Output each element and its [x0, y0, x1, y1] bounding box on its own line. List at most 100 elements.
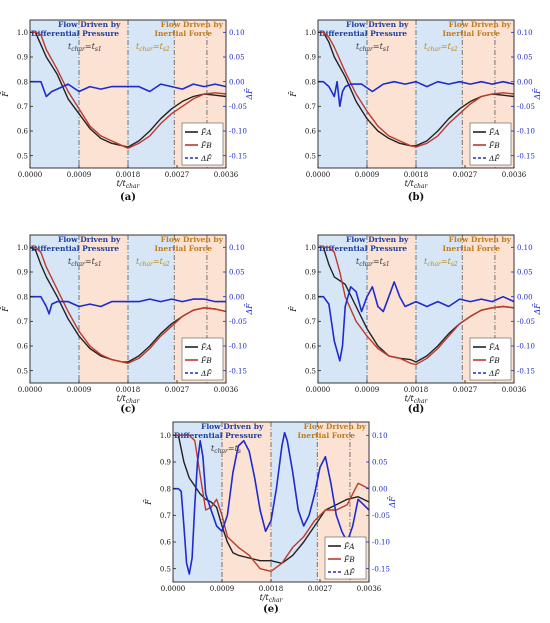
right-tick-label: -0.15	[517, 152, 535, 160]
char-time-label: tchar=ts1	[68, 42, 102, 53]
char-time-label: tchar=ts2	[424, 257, 458, 268]
char-time-sub: char	[214, 448, 229, 455]
char-time-eq: =t	[153, 257, 164, 266]
legend-label: F̄A	[200, 128, 212, 137]
x-tick-label: 0.0018	[404, 386, 429, 394]
legend-box	[181, 122, 224, 166]
char-time-t: t	[68, 257, 72, 266]
legend-label: F̄A	[343, 542, 355, 551]
right-tick-label: -0.15	[229, 152, 247, 160]
series-line-fb	[173, 434, 370, 572]
x-axis-label-main: t/t	[117, 179, 127, 188]
series-line-delta	[173, 431, 370, 575]
x-axis-label-main: t/t	[117, 394, 127, 403]
right-tick-label: -0.05	[517, 318, 535, 326]
x-axis-label: t/tchar	[405, 394, 429, 405]
left-axis-label: F̄	[1, 91, 10, 98]
region-right-label-2: Inertial Force	[297, 431, 355, 440]
x-tick-label: 0.0027	[453, 171, 478, 179]
legend-box	[324, 536, 367, 580]
region-left-label-2: Differential Pressure	[31, 29, 119, 38]
x-tick-label: 0.0018	[116, 386, 141, 394]
char-time-sub2: s1	[383, 46, 390, 53]
region-left-label-2: Differential Pressure	[319, 29, 407, 38]
x-tick-label: 0.0036	[214, 386, 239, 394]
legend-label: F̄A	[200, 343, 212, 352]
x-axis-label-sub: char	[126, 183, 141, 190]
char-time-label: tchar=ts1	[356, 257, 390, 268]
char-time-sub: char	[139, 46, 154, 53]
left-tick-label: 1.0	[17, 29, 28, 37]
x-tick-label: 0.0000	[18, 171, 43, 179]
char-time-eq: =t	[441, 257, 452, 266]
right-tick-label: 0.00	[517, 293, 533, 301]
legend-label: ΔF̄	[488, 154, 500, 163]
left-tick-label: 0.8	[17, 293, 28, 301]
left-tick-label: 0.9	[160, 459, 171, 467]
legend-label: F̄A	[488, 343, 500, 352]
x-tick-label: 0.0036	[502, 386, 527, 394]
char-time-t: t	[356, 42, 360, 51]
x-axis-label: t/tchar	[117, 179, 141, 190]
right-tick-label: 0.05	[229, 54, 245, 62]
legend-box	[469, 122, 512, 166]
x-tick-label: 0.0009	[355, 171, 380, 179]
char-time-t: t	[424, 257, 428, 266]
left-tick-label: 0.7	[17, 103, 28, 111]
region-right-label-1: Flow Driven by	[449, 235, 512, 244]
x-tick-label: 0.0018	[404, 171, 429, 179]
right-tick-label: -0.05	[229, 318, 247, 326]
x-axis-label-main: t/t	[405, 394, 415, 403]
region-right-label-2: Inertial Force	[154, 244, 212, 253]
region-left-label-2: Differential Pressure	[174, 431, 262, 440]
x-tick-label: 0.0009	[67, 386, 92, 394]
right-tick-label: -0.05	[229, 103, 247, 111]
char-time-sub2: s	[238, 448, 241, 455]
char-time-label: tchar=ts2	[424, 42, 458, 53]
left-tick-label: 0.5	[160, 565, 171, 573]
x-axis-label-sub: char	[126, 398, 141, 405]
right-tick-label: -0.15	[372, 565, 390, 573]
x-axis-label: t/tchar	[260, 593, 284, 604]
legend-label: F̄B	[488, 141, 500, 150]
x-tick-label: 0.0009	[355, 386, 380, 394]
left-tick-label: 0.5	[17, 367, 28, 375]
legend-label: ΔF̄	[343, 568, 355, 577]
char-time-sub2: s1	[95, 46, 102, 53]
x-tick-label: 0.0036	[502, 171, 527, 179]
right-tick-label: -0.05	[517, 103, 535, 111]
legend-box	[181, 337, 224, 381]
x-tick-label: 0.0018	[116, 171, 141, 179]
right-axis-label: ΔF̄	[533, 88, 542, 101]
right-tick-label: -0.15	[517, 367, 535, 375]
char-time-eq: =t	[85, 42, 96, 51]
char-time-sub: char	[71, 261, 86, 268]
left-tick-label: 1.0	[305, 244, 316, 252]
series-line-fb	[318, 31, 515, 148]
left-tick-label: 0.8	[17, 78, 28, 86]
right-tick-label: -0.05	[372, 512, 390, 520]
inertial-region-1	[367, 235, 416, 383]
right-tick-label: 0.10	[517, 29, 533, 37]
legend-label: F̄A	[488, 128, 500, 137]
region-right-label-1: Flow Driven by	[161, 20, 224, 29]
left-tick-label: 0.6	[305, 343, 317, 351]
right-tick-label: 0.10	[229, 244, 245, 252]
region-right-label-2: Inertial Force	[154, 29, 212, 38]
char-time-eq: =t	[153, 42, 164, 51]
left-tick-label: 1.0	[160, 432, 171, 440]
x-axis-label: t/tchar	[117, 394, 141, 405]
right-tick-label: -0.10	[372, 539, 390, 547]
char-time-label: tchar=ts1	[356, 42, 390, 53]
left-tick-label: 0.9	[305, 269, 316, 277]
x-axis-label-main: t/t	[260, 593, 270, 602]
left-tick-label: 0.7	[160, 512, 171, 520]
char-time-sub2: s1	[383, 261, 390, 268]
x-tick-label: 0.0027	[453, 386, 478, 394]
x-tick-label: 0.0000	[18, 386, 43, 394]
panel-label: (a)	[120, 192, 136, 203]
left-tick-label: 0.7	[17, 318, 28, 326]
char-time-sub2: s1	[95, 261, 102, 268]
